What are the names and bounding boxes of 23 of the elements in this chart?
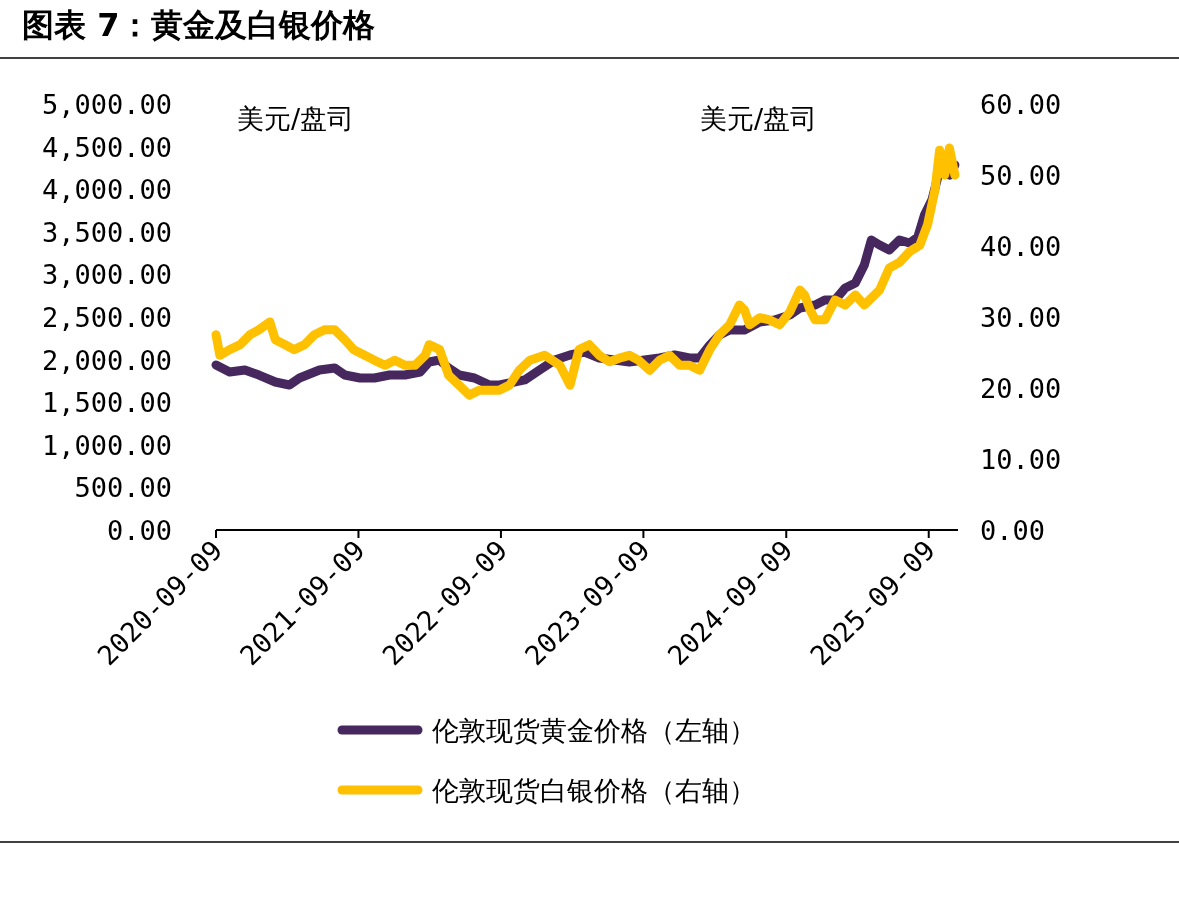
y2-tick-label: 10.00 xyxy=(980,444,1062,475)
y-tick-label: 2,500.00 xyxy=(41,302,172,333)
chart-title: 图表 7：黄金及白银价格 xyxy=(22,6,376,44)
legend-label: 伦敦现货白银价格（右轴） xyxy=(432,775,756,806)
y-axis-title: 美元/盘司 xyxy=(237,103,355,134)
y-tick-label: 0.00 xyxy=(106,515,172,546)
y-tick-label: 1,500.00 xyxy=(41,387,172,419)
y-tick-label: 1,000.00 xyxy=(41,429,172,461)
y2-tick-label: 50.00 xyxy=(980,160,1062,191)
y-tick-label: 3,000.00 xyxy=(41,259,172,291)
y-tick-label: 500.00 xyxy=(74,472,172,504)
y2-tick-label: 0.00 xyxy=(980,515,1046,546)
legend-label: 伦敦现货黄金价格（左轴） xyxy=(432,715,756,746)
y-tick-label: 3,500.00 xyxy=(41,216,172,248)
y2-axis-title: 美元/盘司 xyxy=(700,103,818,134)
y2-tick-label: 40.00 xyxy=(980,231,1062,262)
y-tick-label: 4,500.00 xyxy=(41,131,172,163)
y-tick-label: 4,000.00 xyxy=(41,174,172,206)
y2-tick-label: 60.00 xyxy=(980,89,1062,120)
y2-tick-label: 30.00 xyxy=(980,302,1062,333)
y-tick-label: 2,000.00 xyxy=(41,344,172,376)
y2-tick-label: 20.00 xyxy=(980,373,1062,404)
y-tick-label: 5,000.00 xyxy=(41,89,172,120)
